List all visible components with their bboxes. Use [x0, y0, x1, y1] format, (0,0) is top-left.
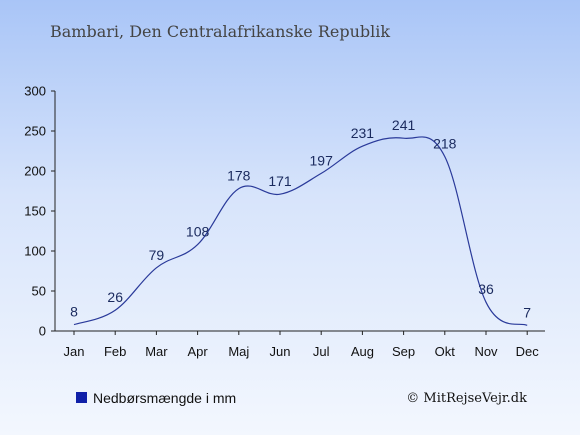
y-tick-label: 50 — [32, 284, 46, 299]
data-label: 197 — [310, 152, 334, 168]
x-tick-label: Mar — [145, 344, 168, 359]
series-line-rainfall — [73, 136, 528, 326]
x-tick-label: Maj — [228, 344, 249, 359]
data-label: 8 — [70, 304, 78, 320]
x-tick-label: Dec — [516, 344, 540, 359]
x-tick-label: Jan — [64, 344, 85, 359]
x-tick-label: Sep — [392, 344, 415, 359]
data-label: 218 — [433, 136, 457, 152]
data-label: 7 — [523, 304, 531, 320]
x-tick-label: Jun — [270, 344, 291, 359]
data-label: 171 — [268, 173, 292, 189]
y-tick-label: 100 — [24, 244, 46, 259]
series-layer — [73, 136, 528, 326]
data-label: 79 — [149, 247, 165, 263]
axes: 0 50 100 150 200 250 300 Jan Feb Mar Apr Maj Jun Jul A… — [24, 84, 545, 359]
y-tick-label: 0 — [39, 324, 46, 339]
legend: Nedbørsmængde i mm — [76, 390, 236, 406]
credit-text: © MitRejseVejr.dk — [406, 391, 527, 406]
data-label: 26 — [107, 289, 123, 305]
data-label: 108 — [186, 224, 210, 240]
x-tick-label: Feb — [104, 344, 126, 359]
data-label: 36 — [478, 281, 494, 297]
data-label: 241 — [392, 117, 416, 133]
y-tick-label: 150 — [24, 204, 46, 219]
x-tick-label: Jul — [313, 344, 330, 359]
legend-label: Nedbørsmængde i mm — [93, 390, 236, 406]
y-tick-label: 200 — [24, 164, 46, 179]
y-tick-label: 300 — [24, 84, 46, 99]
x-tick-label: Nov — [474, 344, 498, 359]
data-label: 231 — [351, 125, 375, 141]
x-tick-label: Apr — [187, 344, 208, 359]
legend-swatch — [76, 392, 87, 403]
x-tick-label: Okt — [435, 344, 456, 359]
data-labels: 8 26 79 108 178 171 197 231 241 218 36 7 — [70, 117, 531, 320]
data-label: 178 — [227, 168, 251, 184]
chart-title: Bambari, Den Centralafrikanske Republik — [50, 22, 390, 41]
x-tick-label: Aug — [351, 344, 374, 359]
y-tick-label: 250 — [24, 124, 46, 139]
